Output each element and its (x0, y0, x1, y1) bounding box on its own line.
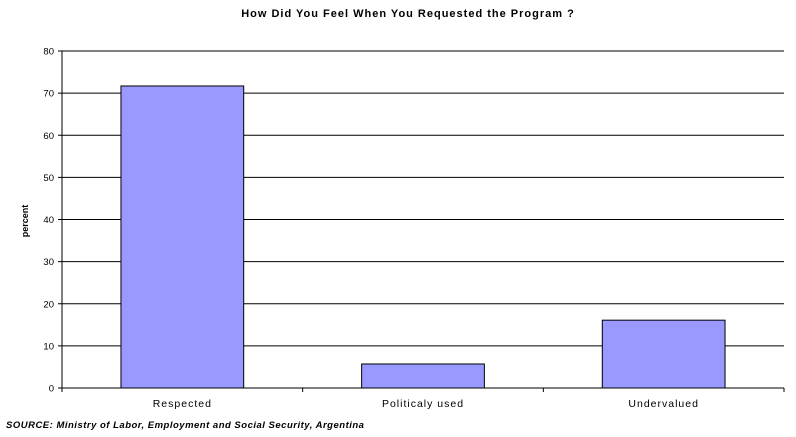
y-tick-label: 80 (43, 47, 54, 58)
y-tick-label: 40 (43, 215, 54, 226)
category-label: Politicaly used (382, 398, 464, 410)
y-tick-label: 50 (43, 173, 54, 184)
category-label: Respected (153, 398, 212, 410)
y-tick-label: 70 (43, 89, 54, 100)
y-axis-label: percent (20, 205, 30, 238)
y-tick-label: 0 (49, 384, 54, 395)
source-note: SOURCE: Ministry of Labor, Employment an… (6, 420, 364, 431)
category-labels: Respected Politicaly used Undervalued (153, 398, 699, 410)
y-tick-label: 20 (43, 299, 54, 310)
category-label: Undervalued (628, 398, 699, 410)
y-tick-label: 10 (43, 341, 54, 352)
y-axis-ticks: 0 10 20 30 40 50 60 70 80 (43, 47, 62, 395)
y-tick-label: 60 (43, 131, 54, 142)
bar-undervalued (601, 319, 726, 389)
axes (61, 51, 785, 392)
bar-politicaly-used (361, 363, 485, 389)
bars (120, 85, 726, 389)
chart-title: How Did You Feel When You Requested the … (241, 8, 575, 20)
y-tick-label: 30 (43, 257, 54, 268)
bar-respected (120, 85, 245, 389)
